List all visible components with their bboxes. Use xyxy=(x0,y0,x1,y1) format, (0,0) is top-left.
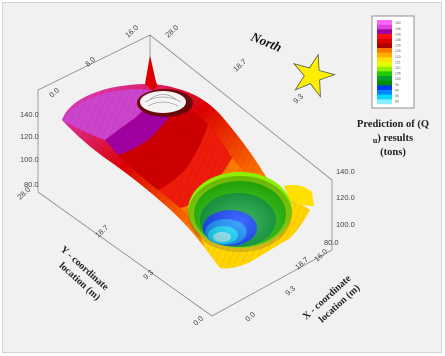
legend-swatch xyxy=(377,76,392,81)
surface xyxy=(62,55,314,269)
z-tick-right-80: 80.0 xyxy=(324,238,339,247)
box-edge-front-right xyxy=(211,249,333,317)
legend-tick-label: 110 xyxy=(395,66,401,70)
far-y-tick-16: 16.0 xyxy=(123,23,140,39)
legend-title: Prediction of (Q u) results (tons) xyxy=(357,119,429,158)
legend-tick-label: 135 xyxy=(395,38,401,42)
z-tick-left-80: 80.0 xyxy=(24,180,39,189)
surface-right-lip xyxy=(284,184,314,206)
bowl-depression xyxy=(188,172,292,252)
y-tick-0: 0.0 xyxy=(191,314,205,328)
legend-tick-label: 85 xyxy=(395,94,399,98)
box-edge-front-left xyxy=(37,191,213,317)
legend-tick-label: 95 xyxy=(395,83,399,87)
bowl-shading xyxy=(188,176,292,252)
corner-spike xyxy=(145,55,158,90)
legend-title-line2: u) results xyxy=(373,133,413,145)
far-x-tick-28: 28.0 xyxy=(163,23,180,39)
z-tick-right-120: 120.0 xyxy=(336,193,355,202)
y-tick-18: 18.7 xyxy=(93,223,110,239)
y-tick-9: 9.3 xyxy=(141,268,155,282)
legend-title-subscript: u xyxy=(373,136,378,145)
x-tick-18: 18.7 xyxy=(293,255,310,271)
legend-tick-label: 120 xyxy=(395,55,401,59)
north-indicator: North xyxy=(248,28,336,98)
dome-peak xyxy=(137,89,193,117)
legend-swatch xyxy=(377,80,392,86)
legend-tick-label: 125 xyxy=(395,49,401,53)
legend-swatch xyxy=(377,90,392,95)
legend-swatch xyxy=(377,24,392,30)
legend-swatch xyxy=(377,29,392,35)
z-tick-left-140: 140.0 xyxy=(20,110,39,119)
legend-swatch xyxy=(377,66,392,72)
legend-swatch xyxy=(377,20,392,25)
legend-tick-label: 115 xyxy=(395,60,401,64)
legend-swatch xyxy=(377,94,392,100)
legend-tick-label: 90 xyxy=(395,88,399,92)
z-tick-left-120: 120.0 xyxy=(20,132,39,141)
legend-tick-label: 150 xyxy=(395,21,401,25)
legend-title-units: (tons) xyxy=(380,147,406,158)
legend-swatch xyxy=(377,43,392,49)
legend-swatch xyxy=(377,62,392,67)
x-tick-0: 0.0 xyxy=(243,310,257,324)
legend-swatch xyxy=(377,52,392,58)
far-x-tick-9: 9.3 xyxy=(291,92,305,106)
legend-tick-label: 80 xyxy=(395,100,399,104)
x-tick-9: 9.3 xyxy=(283,284,297,298)
legend-swatch xyxy=(377,57,392,63)
legend-tick-label: 100 xyxy=(395,77,401,81)
x-tick-far-16: 16.0 xyxy=(312,247,329,263)
legend-tick-label: 145 xyxy=(395,27,401,31)
legend-tick-label: 140 xyxy=(395,32,401,36)
legend-swatch xyxy=(377,85,392,91)
far-y-tick-0: 0.0 xyxy=(47,86,61,100)
legend-tick-label: 130 xyxy=(395,44,401,48)
z-tick-left-100: 100.0 xyxy=(20,155,39,164)
box-edge-far-left xyxy=(37,34,151,91)
far-x-tick-18: 18.7 xyxy=(231,57,248,73)
z-tick-right-100: 100.0 xyxy=(336,220,355,229)
legend-swatch xyxy=(377,71,392,77)
box-edge-far-back xyxy=(149,34,333,181)
legend-swatch xyxy=(377,99,392,105)
legend-title-line2-text: ) results xyxy=(377,133,413,144)
legend-tick-label: 105 xyxy=(395,72,401,76)
star-icon xyxy=(292,53,336,98)
legend-title-line1: Prediction of (Q xyxy=(357,119,429,130)
legend-swatch xyxy=(377,48,392,53)
legend-title-line1-text: Prediction of (Q xyxy=(357,119,429,130)
z-tick-right-140: 140.0 xyxy=(336,167,355,176)
plot-box xyxy=(37,34,333,317)
legend-swatches xyxy=(377,20,392,105)
legend-swatch xyxy=(377,34,392,39)
dome-mesh xyxy=(144,94,182,107)
legend-swatch xyxy=(377,38,392,44)
north-label: North xyxy=(248,28,284,54)
